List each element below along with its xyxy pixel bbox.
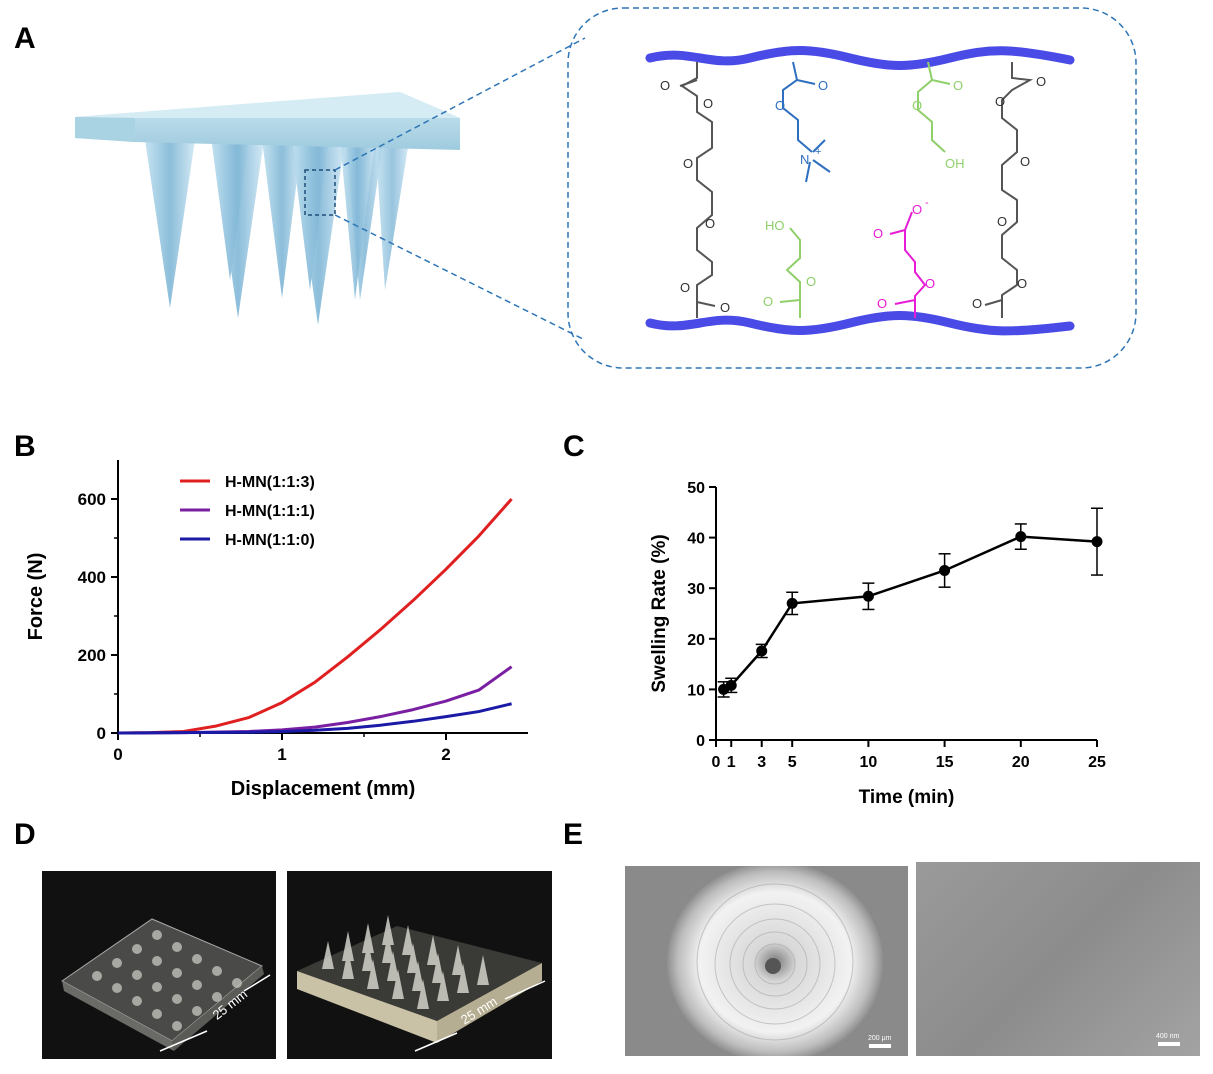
- y-tick-label: 200: [78, 646, 106, 665]
- zoom-line-bottom: [334, 214, 586, 341]
- x-tick-label: 0: [712, 754, 721, 771]
- y-tick-label: 40: [687, 531, 705, 548]
- y-tick-label: 0: [97, 724, 106, 743]
- y-tick-label: 400: [78, 568, 106, 587]
- panel-label-e: E: [563, 818, 584, 851]
- y-tick-label: 600: [78, 490, 106, 509]
- photo-microneedle-side: 25 mm: [287, 871, 552, 1059]
- svg-text:O: O: [705, 216, 715, 231]
- scale-bar-left: [869, 1044, 891, 1048]
- svg-text:O: O: [818, 78, 828, 93]
- svg-text:O: O: [1017, 276, 1027, 291]
- scale-label-left: 200 μm: [868, 1035, 892, 1042]
- svg-text:O: O: [877, 296, 887, 311]
- data-point: [786, 597, 798, 609]
- panel-a-schematic: O O O O O O O O O O O O O O N + O O: [75, 7, 1137, 369]
- polymer-backbone-bottom: [645, 311, 1075, 336]
- x-tick-label: 20: [1012, 754, 1030, 771]
- polymer-backbone-top: [645, 46, 1075, 70]
- data-point: [939, 564, 951, 576]
- y-tick-label: 10: [687, 682, 705, 699]
- x-tick-label: 25: [1088, 754, 1106, 771]
- x-axis-title: Time (min): [859, 787, 955, 808]
- series-line-1: [117, 665, 513, 735]
- svg-text:O: O: [720, 300, 730, 315]
- data-point: [1015, 531, 1027, 543]
- legend-label-2: H-MN(1:1:0): [225, 532, 315, 549]
- x-axis-title: Displacement (mm): [231, 778, 416, 800]
- scale-label-right: 400 nm: [1156, 1033, 1180, 1040]
- svg-text:O: O: [995, 94, 1005, 109]
- svg-text:O: O: [925, 276, 935, 291]
- x-tick-label: 5: [788, 754, 797, 771]
- svg-text:O: O: [912, 202, 922, 217]
- y-tick-label: 20: [687, 632, 705, 649]
- panel-label-a: A: [14, 22, 36, 55]
- svg-text:O: O: [763, 294, 773, 309]
- data-point: [756, 645, 768, 657]
- svg-text:N: N: [800, 152, 809, 167]
- zoom-line-top: [334, 37, 586, 171]
- x-tick-label: 2: [441, 745, 450, 764]
- x-tick-label: 1: [727, 754, 736, 771]
- panel-label-b: B: [14, 430, 36, 463]
- carboxylate-group: [889, 211, 927, 318]
- y-axis-title: Force (N): [25, 553, 47, 641]
- x-tick-label: 1: [277, 745, 286, 764]
- svg-text:O: O: [660, 78, 670, 93]
- svg-text:-: -: [925, 197, 929, 209]
- svg-text:O: O: [703, 96, 713, 111]
- panel-label-c: C: [563, 430, 585, 463]
- x-tick-label: 10: [860, 754, 878, 771]
- sem-image-surface: 400 nm: [916, 862, 1200, 1056]
- svg-text:O: O: [806, 274, 816, 289]
- y-tick-label: 0: [696, 733, 705, 750]
- force-displacement-chart: 0 200 400 600 0 1 2 Displacement (mm) Force (N) H…: [25, 460, 528, 800]
- microneedle-array: [75, 92, 460, 325]
- svg-text:O: O: [1036, 74, 1046, 89]
- svg-text:OH: OH: [945, 156, 965, 171]
- data-point: [725, 679, 737, 691]
- x-tick-label: 3: [757, 754, 766, 771]
- svg-text:O: O: [912, 98, 922, 113]
- hydroxyethyl-bottom: [779, 227, 801, 318]
- data-point: [1091, 536, 1103, 548]
- hydroxyethyl-top: [917, 61, 951, 153]
- crosslinker-left-labels: O O O O O O: [660, 78, 730, 315]
- x-tick-label: 15: [936, 754, 954, 771]
- y-tick-label: 30: [687, 581, 705, 598]
- svg-text:O: O: [997, 214, 1007, 229]
- svg-text:O: O: [972, 296, 982, 311]
- svg-text:HO: HO: [765, 218, 785, 233]
- svg-text:O: O: [1020, 154, 1030, 169]
- data-point: [862, 590, 874, 602]
- series-line-2: [117, 702, 512, 735]
- y-axis-title: Swelling Rate (%): [649, 534, 670, 692]
- hydroxyethyl-top-labels: O O OH: [912, 78, 965, 171]
- crosslinker-left: [679, 62, 716, 318]
- series-line: [723, 535, 1098, 691]
- x-tick-label: 0: [113, 745, 122, 764]
- svg-text:O: O: [680, 280, 690, 295]
- photo-microneedle-top: 25 mm: [42, 871, 276, 1059]
- ammonium-group: [782, 61, 831, 183]
- panel-label-d: D: [14, 818, 36, 851]
- y-tick-label: 50: [687, 480, 705, 497]
- crosslinker-right-labels: O O O O O O: [972, 74, 1046, 311]
- legend-label-0: H-MN(1:1:3): [225, 474, 315, 491]
- scale-bar-right: [1158, 1042, 1180, 1046]
- svg-text:O: O: [953, 78, 963, 93]
- svg-text:+: +: [815, 146, 821, 158]
- svg-text:O: O: [683, 156, 693, 171]
- sem-image-needle: 200 μm: [625, 866, 908, 1056]
- legend-label-1: H-MN(1:1:1): [225, 503, 315, 520]
- crosslinker-right: [984, 62, 1034, 318]
- svg-text:O: O: [775, 98, 785, 113]
- hydroxyethyl-bottom-labels: HO O O: [763, 218, 816, 309]
- ammonium-labels: O O N +: [775, 78, 828, 167]
- svg-text:O: O: [873, 226, 883, 241]
- carboxylate-labels: O - O O O: [873, 197, 935, 311]
